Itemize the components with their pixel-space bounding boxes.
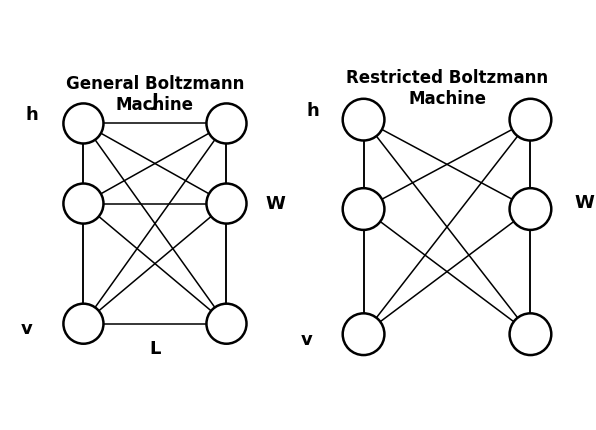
Text: General Boltzmann
Machine: General Boltzmann Machine bbox=[66, 75, 244, 114]
Circle shape bbox=[206, 304, 247, 344]
Circle shape bbox=[343, 313, 384, 355]
Text: Restricted Boltzmann
Machine: Restricted Boltzmann Machine bbox=[346, 69, 548, 108]
Circle shape bbox=[63, 104, 104, 144]
Circle shape bbox=[510, 188, 551, 230]
Circle shape bbox=[343, 99, 384, 141]
Circle shape bbox=[510, 99, 551, 141]
Circle shape bbox=[510, 313, 551, 355]
Circle shape bbox=[343, 188, 384, 230]
Text: J: J bbox=[151, 92, 159, 110]
Text: v: v bbox=[20, 320, 32, 338]
Text: h: h bbox=[26, 106, 38, 124]
Text: W: W bbox=[574, 194, 594, 212]
Circle shape bbox=[206, 184, 247, 224]
Text: W: W bbox=[265, 194, 285, 212]
Text: L: L bbox=[149, 341, 161, 359]
Circle shape bbox=[63, 304, 104, 344]
Circle shape bbox=[206, 104, 247, 144]
Text: v: v bbox=[301, 331, 313, 349]
Text: h: h bbox=[306, 102, 319, 120]
Circle shape bbox=[63, 184, 104, 224]
